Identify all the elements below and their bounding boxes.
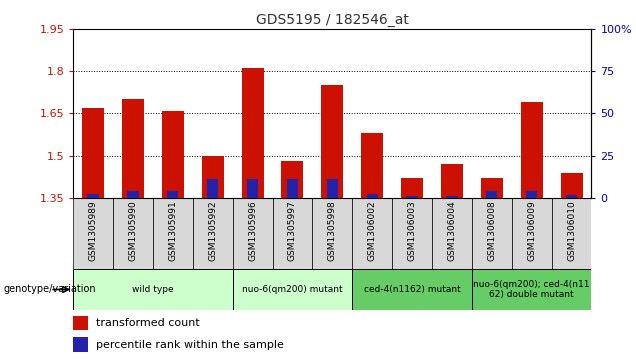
Bar bbox=[233, 198, 272, 269]
Bar bbox=[193, 198, 233, 269]
Bar bbox=[207, 179, 218, 198]
Text: GSM1306003: GSM1306003 bbox=[408, 201, 417, 261]
Bar bbox=[526, 191, 537, 198]
Bar bbox=[113, 198, 153, 269]
Bar bbox=[88, 195, 99, 198]
Text: percentile rank within the sample: percentile rank within the sample bbox=[97, 339, 284, 350]
Bar bbox=[82, 108, 104, 198]
Text: genotype/variation: genotype/variation bbox=[3, 285, 96, 294]
Bar bbox=[472, 269, 591, 310]
Bar bbox=[361, 133, 383, 198]
Bar bbox=[401, 178, 423, 198]
Text: nuo-6(qm200); ced-4(n11
62) double mutant: nuo-6(qm200); ced-4(n11 62) double mutan… bbox=[473, 280, 590, 299]
Bar bbox=[481, 178, 503, 198]
Bar bbox=[521, 102, 543, 198]
Bar bbox=[406, 196, 418, 198]
Text: GSM1305992: GSM1305992 bbox=[208, 201, 217, 261]
Text: GSM1305989: GSM1305989 bbox=[88, 201, 97, 261]
Text: wild type: wild type bbox=[132, 285, 174, 294]
Bar bbox=[551, 198, 591, 269]
Bar bbox=[73, 338, 88, 352]
Bar bbox=[73, 198, 113, 269]
Bar bbox=[167, 191, 179, 198]
Bar bbox=[153, 198, 193, 269]
Text: GSM1305990: GSM1305990 bbox=[128, 201, 137, 261]
Bar bbox=[512, 198, 551, 269]
Bar bbox=[566, 195, 577, 198]
Bar bbox=[73, 269, 233, 310]
Text: ced-4(n1162) mutant: ced-4(n1162) mutant bbox=[364, 285, 460, 294]
Bar bbox=[233, 269, 352, 310]
Bar bbox=[441, 164, 463, 198]
Bar bbox=[366, 195, 378, 198]
Bar bbox=[122, 99, 144, 198]
Bar bbox=[287, 179, 298, 198]
Text: nuo-6(qm200) mutant: nuo-6(qm200) mutant bbox=[242, 285, 343, 294]
Bar bbox=[432, 198, 472, 269]
Bar bbox=[242, 68, 263, 198]
Bar bbox=[392, 198, 432, 269]
Text: GSM1306004: GSM1306004 bbox=[448, 201, 457, 261]
Text: GSM1305997: GSM1305997 bbox=[288, 201, 297, 261]
Bar bbox=[247, 179, 258, 198]
Bar bbox=[73, 316, 88, 330]
Text: GSM1306002: GSM1306002 bbox=[368, 201, 377, 261]
Bar bbox=[272, 198, 312, 269]
Bar bbox=[162, 111, 184, 198]
Bar bbox=[446, 196, 457, 198]
Bar bbox=[312, 198, 352, 269]
Bar bbox=[282, 161, 303, 198]
Text: GSM1306010: GSM1306010 bbox=[567, 201, 576, 261]
Bar bbox=[127, 191, 139, 198]
Bar bbox=[321, 85, 343, 198]
Bar bbox=[560, 172, 583, 198]
Text: GSM1305998: GSM1305998 bbox=[328, 201, 337, 261]
Text: GSM1306008: GSM1306008 bbox=[487, 201, 496, 261]
Bar bbox=[327, 179, 338, 198]
Text: GSM1305996: GSM1305996 bbox=[248, 201, 257, 261]
Text: GSM1305991: GSM1305991 bbox=[169, 201, 177, 261]
Title: GDS5195 / 182546_at: GDS5195 / 182546_at bbox=[256, 13, 409, 26]
Bar bbox=[486, 191, 497, 198]
Text: transformed count: transformed count bbox=[97, 318, 200, 329]
Text: GSM1306009: GSM1306009 bbox=[527, 201, 536, 261]
Bar bbox=[472, 198, 512, 269]
Bar bbox=[352, 269, 472, 310]
Bar bbox=[202, 156, 224, 198]
Bar bbox=[352, 198, 392, 269]
